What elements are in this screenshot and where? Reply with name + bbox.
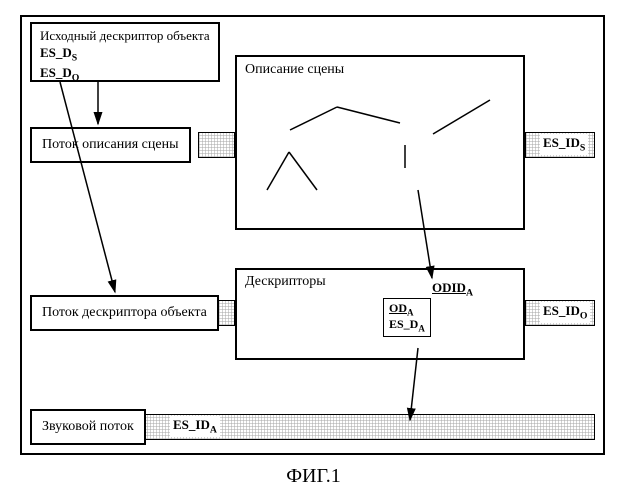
desc-single-line1: ODA — [389, 301, 425, 317]
descriptors-box: Дескрипторы — [235, 268, 525, 360]
scene-stream-label: Поток описания сцены — [30, 127, 191, 163]
source-title: Исходный дескриптор объекта — [40, 28, 210, 45]
source-descriptor-box: Исходный дескриптор объекта ES_DS ES_DO — [30, 22, 220, 82]
object-stream-id: ES_IDO — [540, 302, 590, 323]
scene-description-box: Описание сцены — [235, 55, 525, 230]
desc-single-line2: ES_DA — [389, 317, 425, 333]
figure-caption: ФИГ.1 — [0, 465, 627, 488]
source-line1: ES_DS — [40, 45, 210, 65]
scene-box-title: Описание сцены — [245, 62, 515, 78]
source-line2: ES_DO — [40, 65, 210, 85]
object-stream-hatch-left — [218, 300, 235, 326]
sound-stream-id: ES_IDA — [170, 416, 220, 437]
desc-single-box: ODA ES_DA — [383, 298, 431, 337]
sound-stream-label: Звуковой поток — [30, 409, 146, 445]
scene-stream-hatch-left — [198, 132, 235, 158]
scene-stream-id: ES_IDS — [540, 134, 588, 155]
object-stream-label: Поток дескриптора объекта — [30, 295, 219, 331]
desc-single-header: ODIDA — [432, 280, 473, 299]
descriptors-title: Дескрипторы — [245, 274, 515, 290]
